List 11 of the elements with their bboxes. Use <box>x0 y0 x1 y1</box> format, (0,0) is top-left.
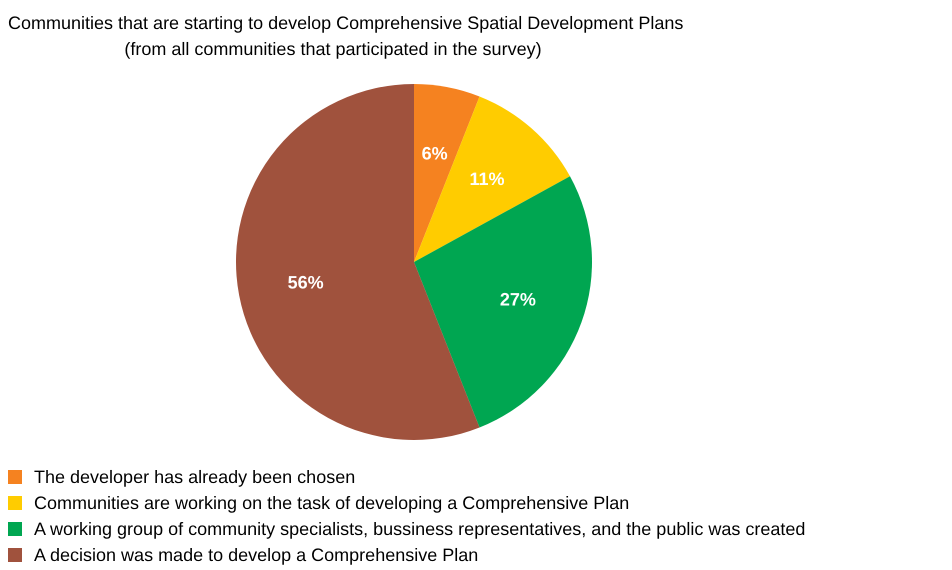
data-label: 6% <box>422 144 448 164</box>
chart-subtitle: (from all communities that participated in the survey) <box>123 38 543 61</box>
data-label: 11% <box>469 169 505 190</box>
legend-label: A decision was made to develop a Comprehensive Plan <box>34 544 478 567</box>
legend-label: Communities are working on the task of developing a Comprehensive Plan <box>34 492 630 515</box>
legend-label: The developer has already been chosen <box>34 466 356 489</box>
chart-title: Communities that are starting to develop Comprehensive Spatial Development Plans <box>8 12 684 35</box>
data-label: 27% <box>500 289 536 310</box>
legend-label: A working group of community specialists, bussiness representatives, and the public was created <box>34 518 806 541</box>
data-label: 56% <box>288 272 324 293</box>
pie-slice <box>414 96 570 262</box>
